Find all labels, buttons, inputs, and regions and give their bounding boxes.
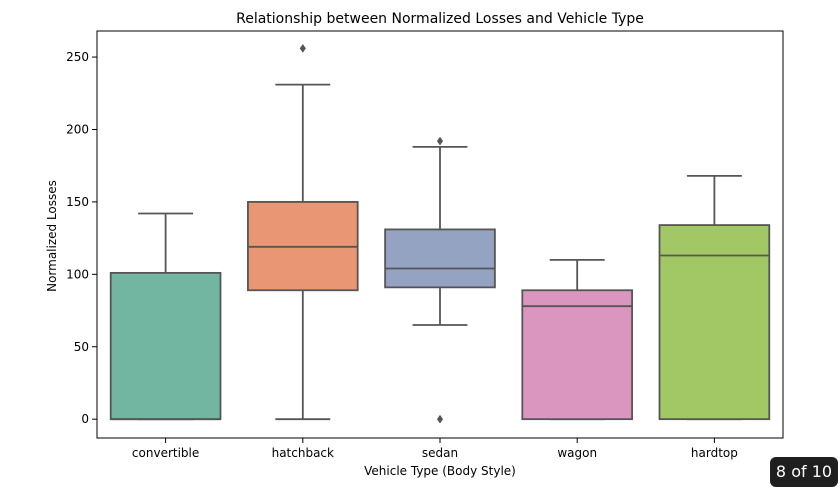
outlier-point <box>436 414 444 424</box>
x-tick-label: hardtop <box>691 446 738 460</box>
x-axis-label: Vehicle Type (Body Style) <box>364 464 516 478</box>
chart-title: Relationship between Normalized Losses a… <box>236 11 644 27</box>
outlier-point <box>436 136 444 146</box>
box-iqr <box>109 271 222 421</box>
page-counter-badge: 8 of 10 <box>770 457 838 487</box>
outlier-point <box>299 43 306 53</box>
x-tick-label: hatchback <box>272 446 334 460</box>
x-tick-label: wagon <box>557 446 597 460</box>
box-iqr <box>521 289 633 421</box>
x-tick-label: convertible <box>132 446 199 460</box>
y-tick-label: 0 <box>81 412 89 426</box>
box-sedan <box>384 136 496 424</box>
box-convertible <box>109 212 222 421</box>
box-iqr <box>384 228 496 289</box>
y-tick-label: 150 <box>66 195 89 209</box>
x-tick-label: sedan <box>422 446 458 460</box>
box-hardtop <box>658 174 771 421</box>
box-hatchback <box>247 43 359 421</box>
y-tick-label: 250 <box>66 50 89 64</box>
y-axis-ticks: 0 50 100 150 200 250 <box>66 50 97 426</box>
box-wagon <box>521 258 633 421</box>
x-axis-ticks: convertible hatchback sedan wagon hardtop <box>132 438 738 460</box>
y-axis-label: Normalized Losses <box>45 180 59 292</box>
box-series <box>109 43 771 424</box>
y-tick-label: 100 <box>66 267 89 281</box>
box-iqr <box>658 224 771 421</box>
y-tick-label: 200 <box>66 122 89 136</box>
y-tick-label: 50 <box>74 340 89 354</box>
